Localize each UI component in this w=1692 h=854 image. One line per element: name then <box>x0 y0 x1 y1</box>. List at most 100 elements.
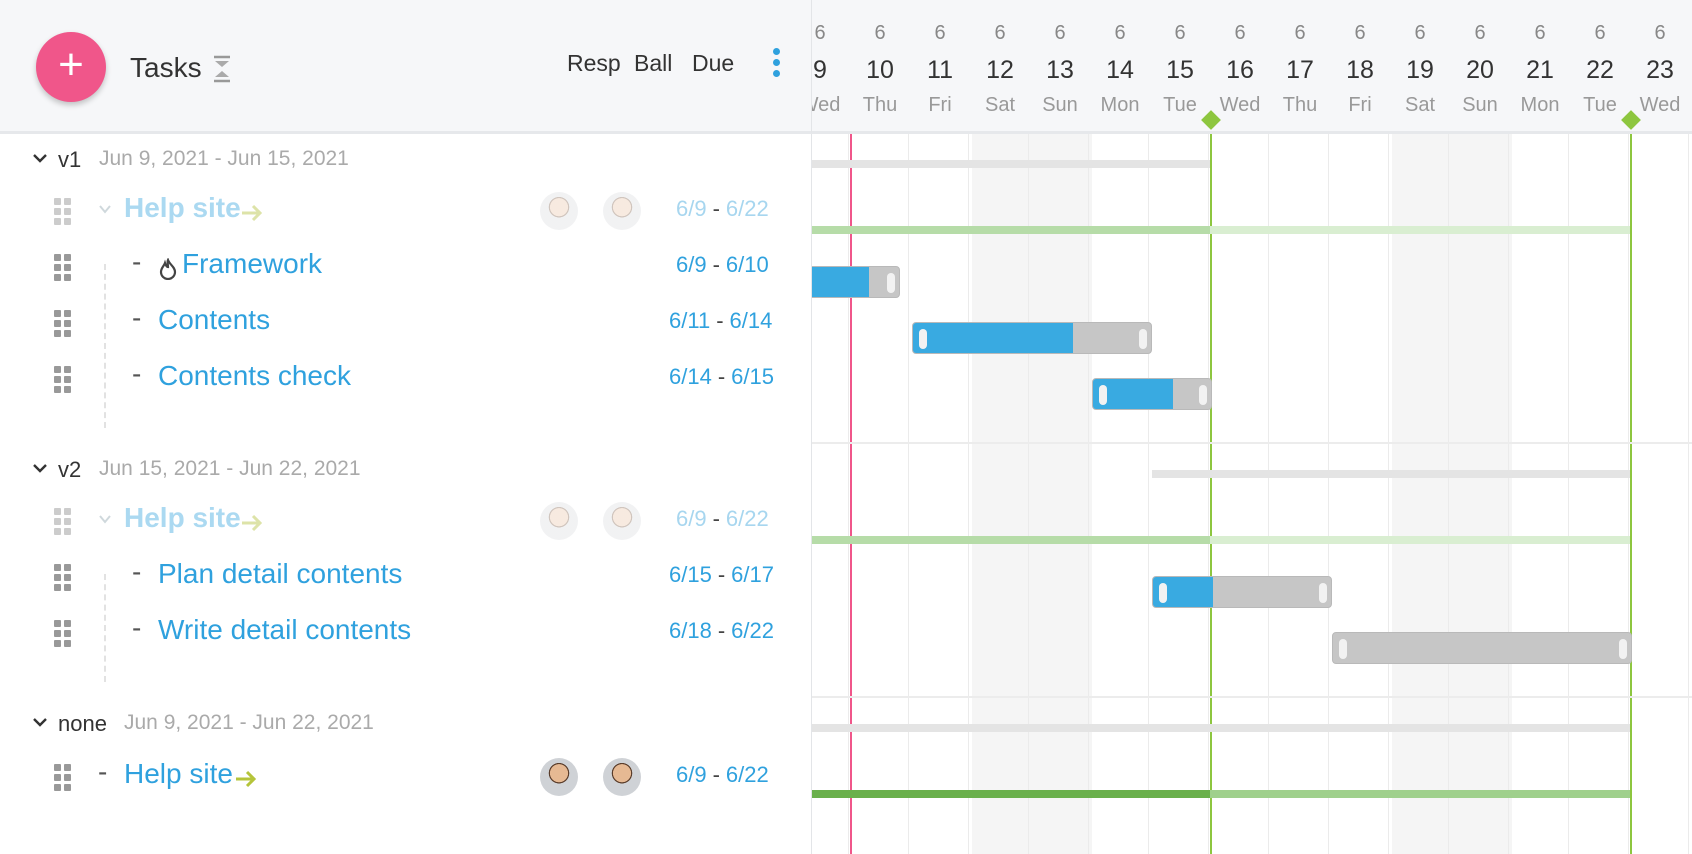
day-mon: 6 <box>814 22 826 44</box>
day-grid-line <box>1328 134 1329 854</box>
day-column-header: 6 15 Tue <box>1150 0 1210 131</box>
task-name[interactable]: Help site <box>124 502 241 533</box>
day-column-header: 6 13 Sun <box>1030 0 1090 131</box>
task-name[interactable]: Plan detail contents <box>158 558 403 589</box>
avatar[interactable] <box>603 192 641 230</box>
task-row[interactable]: - Help site 6/9-6/22 <box>0 748 812 804</box>
collapse-vertical-icon[interactable] <box>210 54 234 84</box>
add-task-button[interactable]: + <box>36 32 106 102</box>
parent-task-row[interactable]: Help site 6/9-6/22 <box>0 492 812 548</box>
parent-task-bar[interactable] <box>812 536 1630 544</box>
task-dates[interactable]: 6/9-6/10 <box>676 252 769 277</box>
task-dates[interactable]: 6/9-6/22 <box>676 196 769 221</box>
day-dow: Sun <box>1462 94 1498 116</box>
task-dates[interactable]: 6/9-6/22 <box>676 762 769 787</box>
day-mon: 6 <box>1354 22 1366 44</box>
task-row[interactable]: - Plan detail contents 6/15-6/17 <box>0 548 812 604</box>
task-bar-write-detail-contents[interactable] <box>1332 632 1632 664</box>
group-header-v2[interactable]: v2 Jun 15, 2021 - Jun 22, 2021 <box>0 444 812 500</box>
task-name[interactable]: Contents <box>158 304 271 335</box>
task-dates[interactable]: 6/14-6/15 <box>669 364 774 389</box>
task-dates[interactable]: 6/9-6/22 <box>676 506 769 531</box>
task-name[interactable]: Framework <box>182 248 323 279</box>
day-num: 13 <box>1046 56 1074 84</box>
task-bar-framework[interactable] <box>812 266 900 298</box>
drag-handle-icon[interactable] <box>54 198 72 225</box>
task-bar-help-site[interactable] <box>812 790 1630 798</box>
weekend-shading <box>972 134 1092 854</box>
task-bar-contents[interactable] <box>912 322 1152 354</box>
avatar[interactable] <box>540 502 578 540</box>
arrow-right-icon <box>242 204 263 222</box>
task-name[interactable]: Help site <box>124 192 241 223</box>
column-resp[interactable]: Resp <box>567 50 621 76</box>
drag-handle-icon[interactable] <box>54 764 72 791</box>
task-row[interactable]: - Framework 6/9-6/10 <box>0 238 812 294</box>
day-mon: 6 <box>994 22 1006 44</box>
day-mon: 6 <box>1654 22 1666 44</box>
day-dow: Mon <box>1100 94 1140 116</box>
avatar[interactable] <box>603 502 641 540</box>
day-grid-line <box>1568 134 1569 854</box>
task-row[interactable]: - Contents check 6/14-6/15 <box>0 350 812 406</box>
parent-task-bar[interactable] <box>812 226 1630 234</box>
task-name[interactable]: Help site <box>124 758 233 789</box>
day-grid-line <box>908 134 909 854</box>
task-bullet: - <box>132 556 142 587</box>
day-column-header: 6 23 Wed <box>1630 0 1690 131</box>
day-num: 14 <box>1106 56 1134 84</box>
group-span-bar <box>812 160 1210 168</box>
group-header-none[interactable]: none Jun 9, 2021 - Jun 22, 2021 <box>0 698 812 754</box>
task-bullet: - <box>132 302 142 333</box>
weekend-shading <box>1392 134 1512 854</box>
column-ball[interactable]: Ball <box>634 50 673 76</box>
avatar[interactable] <box>540 192 578 230</box>
day-mon: 6 <box>1234 22 1246 44</box>
task-name[interactable]: Contents check <box>158 360 351 391</box>
chevron-down-icon[interactable] <box>32 462 48 474</box>
task-dates[interactable]: 6/11-6/14 <box>669 308 773 333</box>
day-column-header: 6 16 Wed <box>1210 0 1270 131</box>
chevron-down-icon[interactable] <box>32 716 48 728</box>
day-mon: 6 <box>1534 22 1546 44</box>
day-num: 17 <box>1286 56 1314 84</box>
column-due[interactable]: Due <box>692 50 735 76</box>
avatar[interactable] <box>540 758 578 796</box>
vertical-dots-icon[interactable] <box>770 48 782 80</box>
task-row[interactable]: - Write detail contents 6/18-6/22 <box>0 604 812 660</box>
drag-handle-icon[interactable] <box>54 254 72 281</box>
day-column-header: 6 18 Fri <box>1330 0 1390 131</box>
drag-handle-icon[interactable] <box>54 564 72 591</box>
chevron-down-icon[interactable] <box>98 204 112 214</box>
task-row[interactable]: - Contents 6/11-6/14 <box>0 294 812 350</box>
task-dates[interactable]: 6/15-6/17 <box>669 562 774 587</box>
day-grid-line <box>848 134 849 854</box>
task-dates[interactable]: 6/18-6/22 <box>669 618 774 643</box>
drag-handle-icon[interactable] <box>54 366 72 393</box>
chevron-down-icon[interactable] <box>98 514 112 524</box>
task-bullet: - <box>132 358 142 389</box>
task-name[interactable]: Write detail contents <box>158 614 412 645</box>
day-num: 16 <box>1226 56 1254 84</box>
group-header-v1[interactable]: v1 Jun 9, 2021 - Jun 15, 2021 <box>0 134 812 190</box>
task-bar-plan-detail-contents[interactable] <box>1152 576 1332 608</box>
day-column-header: 6 17 Thu <box>1270 0 1330 131</box>
day-num: 12 <box>986 56 1014 84</box>
day-grid-line <box>1448 134 1449 854</box>
day-dow: Mon <box>1520 94 1560 116</box>
day-num: 18 <box>1346 56 1374 84</box>
day-mon: 6 <box>1474 22 1486 44</box>
task-bar-contents-check[interactable] <box>1092 378 1212 410</box>
parent-task-row[interactable]: Help site 6/9-6/22 <box>0 182 812 238</box>
day-column-header: 6 19 Sat <box>1390 0 1450 131</box>
day-num: 9 <box>813 56 827 84</box>
drag-handle-icon[interactable] <box>54 508 72 535</box>
milestone-line <box>1210 134 1212 854</box>
day-grid-line <box>1028 134 1029 854</box>
drag-handle-icon[interactable] <box>54 310 72 337</box>
day-dow: Wed <box>1639 94 1681 116</box>
chevron-down-icon[interactable] <box>32 152 48 164</box>
drag-handle-icon[interactable] <box>54 620 72 647</box>
day-dow: Wed <box>1219 94 1261 116</box>
avatar[interactable] <box>603 758 641 796</box>
